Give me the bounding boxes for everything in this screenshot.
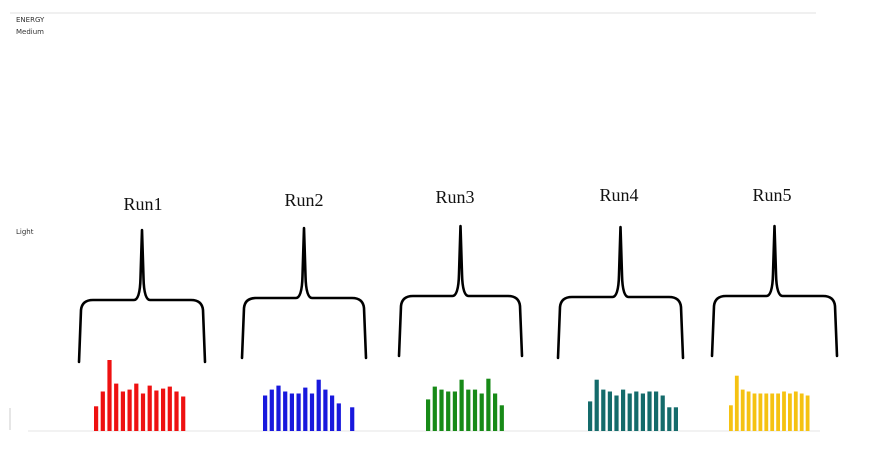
bar — [647, 391, 652, 431]
series-label: Run2 — [284, 190, 323, 210]
run-group: Run4 — [556, 185, 685, 431]
bar — [499, 405, 504, 431]
bar — [607, 391, 612, 431]
series-label: Run3 — [435, 187, 474, 207]
bar — [466, 389, 471, 431]
bar — [734, 375, 739, 431]
brace-shape — [556, 225, 685, 360]
bar — [627, 393, 632, 431]
bar — [94, 406, 99, 431]
bar — [788, 393, 792, 431]
bar — [782, 391, 786, 431]
bar — [634, 391, 639, 431]
bar — [426, 399, 431, 431]
bar — [323, 389, 328, 431]
medium-label: Medium — [16, 28, 44, 36]
bar — [667, 407, 672, 431]
bar — [181, 396, 186, 431]
bar — [140, 393, 146, 431]
bar — [479, 393, 484, 431]
bar — [174, 391, 179, 431]
light-label: Light — [16, 228, 34, 236]
bar — [486, 378, 491, 431]
bar — [729, 405, 733, 431]
bar — [309, 393, 315, 431]
bar — [167, 386, 172, 431]
bar — [127, 389, 132, 431]
bar — [439, 389, 444, 431]
bar — [107, 360, 112, 431]
bar — [283, 391, 288, 431]
top-divider — [10, 12, 816, 14]
bar — [594, 379, 599, 431]
brace-shape — [710, 224, 839, 358]
bar — [799, 393, 804, 431]
brace-shape — [240, 226, 368, 360]
bar — [472, 389, 478, 431]
bar — [330, 395, 335, 431]
bar — [758, 393, 763, 431]
bar — [452, 391, 457, 431]
bar — [746, 391, 751, 431]
bar — [432, 386, 437, 431]
run-group: Run5 — [710, 185, 839, 431]
bar — [446, 391, 451, 431]
bar — [673, 407, 678, 431]
bar — [805, 395, 810, 431]
bar — [601, 389, 606, 431]
bar — [114, 383, 119, 431]
series-label: Run1 — [123, 194, 162, 214]
bar — [770, 393, 775, 431]
bar — [752, 393, 757, 431]
bar — [147, 385, 152, 431]
bar — [100, 391, 105, 431]
bar — [640, 393, 645, 431]
bar — [336, 403, 341, 431]
bar — [161, 388, 166, 431]
bar — [654, 391, 659, 431]
bar — [303, 387, 308, 431]
run-group: Run1 — [77, 194, 207, 431]
bar — [154, 390, 159, 431]
bar — [459, 379, 464, 431]
bar — [296, 393, 301, 431]
energy-label: ENERGY — [16, 16, 45, 24]
bar — [614, 395, 619, 431]
bar — [493, 393, 498, 431]
run-group: Run2 — [240, 190, 368, 431]
bar — [289, 393, 294, 431]
bar — [588, 401, 593, 431]
brace-shape — [397, 224, 524, 358]
bar — [660, 395, 665, 431]
bar — [350, 407, 355, 431]
bar — [120, 391, 125, 431]
series-label: Run5 — [752, 185, 791, 205]
bar — [263, 395, 268, 431]
brace-shape — [77, 228, 207, 364]
run-group: Run3 — [397, 187, 524, 431]
bar — [740, 389, 745, 431]
bar — [276, 385, 281, 431]
bar — [776, 393, 780, 431]
bar — [134, 383, 139, 431]
series-label: Run4 — [599, 185, 638, 205]
bar — [269, 389, 274, 431]
bar — [764, 393, 769, 431]
bar — [621, 389, 626, 431]
bar — [793, 391, 798, 431]
bar — [316, 379, 321, 431]
